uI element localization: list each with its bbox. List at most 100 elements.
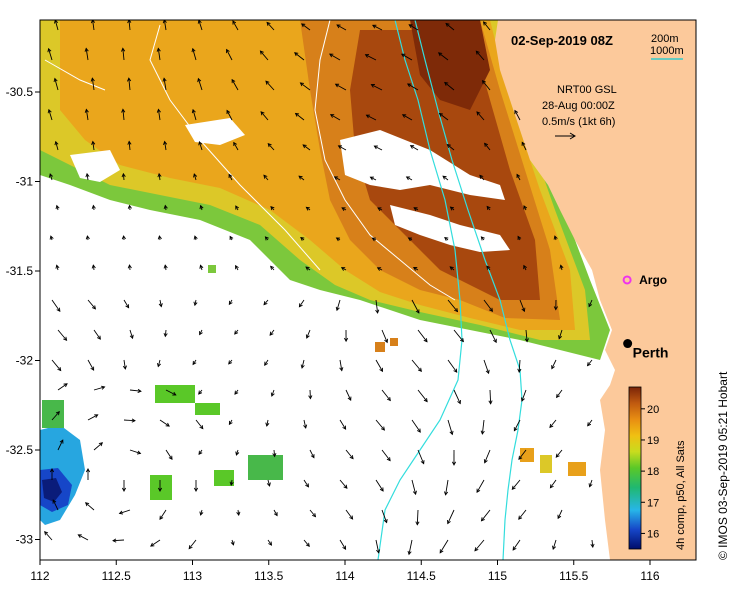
current-arrow	[92, 141, 95, 151]
current-arrowhead	[163, 332, 168, 338]
current-arrowhead	[417, 367, 422, 372]
current-arrowhead	[588, 483, 593, 488]
current-arrowhead	[91, 305, 97, 310]
current-arrow	[273, 449, 276, 457]
current-arrow	[365, 54, 377, 61]
current-arrowhead	[549, 423, 554, 429]
current-arrow	[489, 389, 492, 404]
current-arrowhead	[518, 515, 523, 520]
current-arrow	[345, 509, 353, 520]
current-arrowhead	[437, 52, 443, 57]
current-arrow	[159, 419, 170, 427]
current-arrowhead	[371, 237, 376, 242]
current-arrow	[410, 145, 419, 151]
current-arrowhead	[559, 264, 564, 269]
current-arrow	[481, 509, 491, 522]
current-arrowhead	[229, 235, 234, 240]
current-arrowhead	[229, 481, 234, 486]
current-arrowhead	[407, 550, 412, 556]
current-arrow	[192, 48, 197, 61]
current-arrowhead	[305, 206, 310, 211]
current-arrowhead	[127, 204, 132, 209]
current-arrow	[51, 359, 62, 371]
current-arrow	[447, 509, 455, 524]
current-arrow	[303, 479, 309, 488]
current-arrow	[439, 539, 449, 554]
current-arrow	[555, 449, 563, 458]
cloud-gap	[390, 205, 510, 252]
current-arrowhead	[483, 459, 488, 464]
current-arrow	[93, 329, 101, 340]
current-arrow	[587, 359, 593, 366]
current-arrowhead	[379, 487, 384, 492]
current-arrow	[197, 78, 203, 91]
current-arrow	[439, 113, 449, 121]
current-arrowhead	[420, 460, 425, 465]
current-arrowhead	[272, 452, 277, 458]
colorbar-tick-label: 16	[647, 528, 659, 540]
current-arrowhead	[336, 24, 341, 29]
current-arrowhead	[372, 24, 377, 29]
current-arrowhead	[234, 330, 239, 335]
current-arrowhead	[199, 425, 204, 430]
current-arrow	[164, 141, 167, 151]
current-arrowhead	[553, 306, 558, 311]
current-arrow	[267, 539, 272, 546]
current-arrowhead	[136, 450, 142, 455]
current-arrowhead	[232, 20, 237, 25]
sst-patch	[42, 400, 64, 428]
current-arrow	[91, 78, 95, 91]
current-arrowhead	[476, 488, 481, 494]
current-arrowhead	[384, 338, 389, 344]
current-arrow	[54, 78, 59, 91]
current-arrow	[482, 80, 491, 91]
current-arrowhead	[228, 420, 233, 426]
current-arrowhead	[555, 453, 560, 458]
current-arrow	[401, 53, 413, 61]
current-arrow	[195, 419, 204, 429]
current-arrowhead	[118, 510, 124, 515]
current-arrow	[519, 299, 525, 312]
current-arrow	[481, 419, 485, 434]
current-arrowhead	[234, 390, 239, 395]
current-arrow	[453, 329, 464, 342]
current-arrowhead	[329, 114, 335, 118]
current-arrow	[402, 114, 413, 121]
current-arrow	[330, 114, 341, 121]
map-title: 02-Sep-2019 08Z	[511, 33, 613, 48]
current-arrow	[483, 299, 493, 312]
current-arrow	[265, 80, 275, 91]
current-arrowhead	[457, 400, 461, 405]
current-arrow	[551, 359, 557, 369]
current-arrow	[150, 539, 161, 547]
current-arrow	[556, 389, 563, 398]
current-arrowhead	[53, 77, 58, 83]
isobath-deep	[44, 59, 106, 91]
current-arrow	[231, 79, 239, 91]
current-arrow	[406, 176, 413, 181]
current-arrowhead	[49, 468, 55, 473]
current-arrow	[85, 48, 89, 61]
current-arrow	[192, 109, 197, 121]
current-arrowhead	[226, 48, 230, 54]
current-arrowhead	[127, 140, 132, 145]
current-arrow	[518, 449, 527, 460]
current-arrowhead	[349, 515, 354, 520]
current-arrow	[375, 299, 379, 314]
current-arrow	[233, 142, 239, 151]
lat-tick-label: -31	[16, 175, 34, 189]
current-arrow	[514, 110, 521, 121]
current-arrowhead	[423, 338, 428, 343]
current-arrow	[552, 539, 557, 550]
current-arrowhead	[453, 368, 458, 373]
current-arrow	[86, 173, 89, 181]
current-arrow	[44, 531, 53, 541]
current-arrow	[338, 145, 347, 151]
colorbar-label: 4h comp, p50, All Sats	[675, 440, 687, 550]
current-arrowhead	[513, 427, 518, 432]
current-arrow	[408, 539, 413, 555]
current-arrowhead	[63, 336, 68, 341]
current-arrowhead	[122, 365, 127, 370]
current-arrowhead	[172, 391, 177, 396]
current-arrow	[411, 359, 422, 372]
